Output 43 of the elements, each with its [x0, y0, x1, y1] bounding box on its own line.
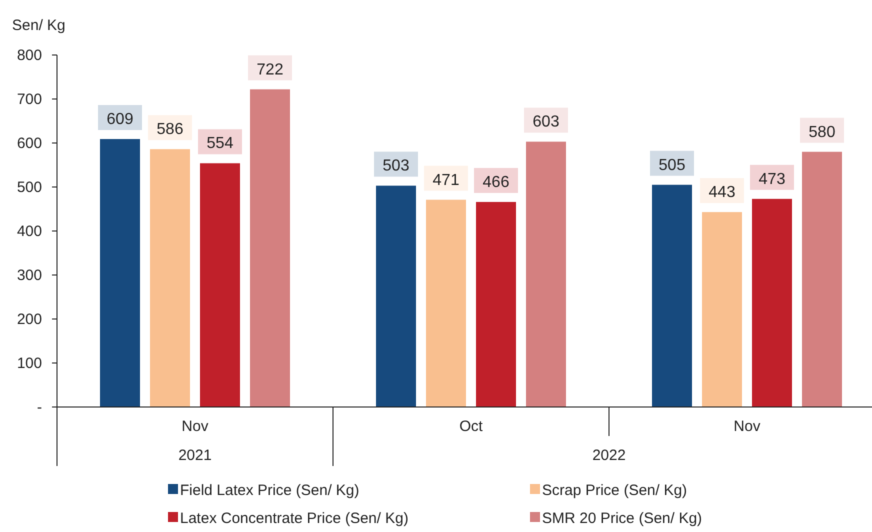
legend-label: Scrap Price (Sen/ Kg): [542, 482, 688, 499]
data-label: 609: [106, 111, 134, 128]
text: 2022: [592, 447, 626, 464]
data-label: 722: [256, 61, 284, 78]
y-tick-label: 800: [16, 47, 42, 64]
y-tick-label: 400: [16, 223, 42, 240]
y-tick-label: 300: [16, 267, 42, 284]
bar: [250, 89, 290, 407]
bar: [200, 163, 240, 407]
bar: [100, 139, 140, 407]
data-label: 580: [808, 124, 836, 141]
legend-label: Field Latex Price (Sen/ Kg): [180, 482, 360, 499]
bar: [526, 142, 566, 407]
data-label: 443: [708, 184, 736, 202]
bar: [752, 198, 792, 407]
bar: [802, 152, 842, 407]
x-tick-label: Oct: [459, 418, 484, 435]
bar: [476, 202, 516, 407]
y-tick-label: 100: [16, 355, 42, 372]
text: 2021: [178, 447, 212, 464]
data-label: 466: [482, 174, 510, 191]
bar: [426, 200, 466, 407]
bar: [702, 212, 742, 407]
y-tick-label: 700: [16, 91, 42, 108]
x-tick-label: Nov: [182, 418, 209, 435]
data-label: 473: [758, 170, 786, 188]
y-tick-label: 200: [16, 311, 42, 328]
y-tick-label: 600: [16, 135, 42, 152]
data-label: 503: [382, 158, 410, 175]
data-label: 586: [156, 121, 184, 138]
bar: [376, 186, 416, 407]
data-label: 471: [432, 172, 460, 189]
legend-label: Latex Concentrate Price (Sen/ Kg): [180, 510, 408, 527]
bar: [652, 184, 692, 407]
data-label: 505: [658, 156, 686, 174]
y-tick-label: -: [37, 399, 42, 416]
bar: [150, 149, 190, 407]
data-label: 603: [532, 114, 560, 131]
y-tick-label: 500: [16, 179, 42, 196]
x-tick-label: Nov: [734, 418, 761, 435]
legend-label: SMR 20 Price (Sen/ Kg): [542, 510, 702, 527]
data-label: 554: [206, 135, 234, 152]
y-axis-title: Sen/ Kg: [12, 17, 66, 34]
